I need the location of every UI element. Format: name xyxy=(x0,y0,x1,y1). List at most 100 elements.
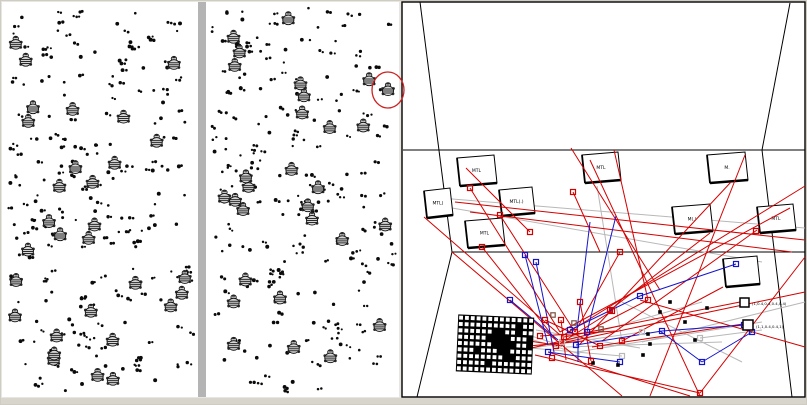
node-square[interactable] xyxy=(752,227,760,235)
agent-sprite[interactable] xyxy=(52,178,67,193)
node-square[interactable] xyxy=(583,328,591,336)
node-square[interactable] xyxy=(506,296,514,304)
node-square[interactable] xyxy=(618,352,626,360)
agent-sprite[interactable] xyxy=(295,105,310,120)
node-square[interactable] xyxy=(544,348,552,356)
agent-sprite[interactable] xyxy=(18,52,33,67)
agent-sprite[interactable] xyxy=(128,275,143,290)
agent-sprite[interactable] xyxy=(163,298,178,313)
agent-sprite[interactable] xyxy=(228,192,243,207)
node-square[interactable] xyxy=(571,320,577,326)
agent-sprite[interactable] xyxy=(68,160,83,175)
node-square[interactable] xyxy=(541,316,549,324)
node-square[interactable] xyxy=(569,188,577,196)
agent-sprite[interactable] xyxy=(149,133,164,148)
node-square[interactable] xyxy=(658,327,666,335)
agent-sprite[interactable] xyxy=(42,214,56,228)
panel-box[interactable]: MTL xyxy=(756,203,797,235)
node-square[interactable] xyxy=(696,389,704,397)
panel-box[interactable]: MTL xyxy=(581,151,622,185)
node-square[interactable] xyxy=(566,326,574,334)
agent-sprite[interactable] xyxy=(87,217,102,232)
agent-sprite[interactable] xyxy=(47,346,62,361)
node-square[interactable] xyxy=(548,354,556,362)
node-square[interactable] xyxy=(644,296,652,304)
agent-sprite[interactable] xyxy=(238,272,253,287)
node-square[interactable] xyxy=(536,332,544,340)
agent-sprite[interactable] xyxy=(372,318,387,332)
agent-sprite[interactable] xyxy=(335,232,350,246)
panel-box[interactable]: MTL xyxy=(456,154,498,188)
panel-box[interactable]: M. xyxy=(706,151,749,185)
agent-sprite[interactable] xyxy=(53,227,68,242)
agent-sprite[interactable] xyxy=(90,367,105,382)
agent-sprite[interactable] xyxy=(21,242,35,257)
node-square[interactable] xyxy=(557,316,565,324)
agent-sprite[interactable] xyxy=(8,35,23,50)
panel-box[interactable] xyxy=(722,255,761,289)
agent-sprite[interactable] xyxy=(21,113,36,128)
vector-node[interactable]: (1,1,0.4,0.4,1) xyxy=(742,319,784,331)
agent-sprite[interactable] xyxy=(167,55,181,70)
agent-sprite[interactable] xyxy=(81,230,96,245)
agent-sprite[interactable] xyxy=(227,57,242,72)
node-square[interactable] xyxy=(638,328,646,336)
agent-sprite[interactable] xyxy=(356,118,371,133)
node-square[interactable] xyxy=(576,298,584,306)
agent-sprite[interactable] xyxy=(226,294,241,309)
agent-sprite[interactable] xyxy=(217,189,232,204)
node-square[interactable] xyxy=(698,358,706,366)
panel-box[interactable]: MTL xyxy=(464,217,506,250)
agent-sprite[interactable] xyxy=(293,76,308,91)
agent-sprite[interactable] xyxy=(226,336,241,351)
node-square[interactable] xyxy=(478,243,486,251)
node-square[interactable] xyxy=(606,306,614,314)
node-square[interactable] xyxy=(466,184,474,192)
node-square[interactable] xyxy=(532,258,540,266)
agent-sprite[interactable] xyxy=(226,29,241,44)
node-square[interactable] xyxy=(550,312,556,318)
agent-sprite[interactable] xyxy=(174,285,189,300)
agent-sprite[interactable] xyxy=(85,174,100,189)
agent-sprite[interactable] xyxy=(305,211,319,226)
agent-sprite[interactable] xyxy=(105,332,120,347)
agent-sprite[interactable] xyxy=(311,180,325,195)
agent-sprite[interactable] xyxy=(116,109,131,124)
node-square[interactable] xyxy=(696,334,704,342)
agent-sprite[interactable] xyxy=(323,349,338,364)
node-square[interactable] xyxy=(732,260,740,268)
agent-sprite[interactable] xyxy=(232,44,247,59)
node-square[interactable] xyxy=(616,248,624,256)
node-square[interactable] xyxy=(552,342,560,350)
agent-sprite[interactable] xyxy=(300,198,315,213)
agent-sprite[interactable] xyxy=(281,11,296,26)
agent-sprite[interactable] xyxy=(9,273,23,287)
node-square[interactable] xyxy=(496,211,504,219)
agent-sprite[interactable] xyxy=(83,303,98,318)
node-square[interactable] xyxy=(560,333,568,341)
agent-sprite[interactable] xyxy=(107,155,122,170)
node-square[interactable] xyxy=(616,358,624,366)
node-square[interactable] xyxy=(596,342,604,350)
matrix-grid[interactable] xyxy=(455,314,535,375)
agent-sprite[interactable] xyxy=(106,371,120,386)
agent-sprite[interactable] xyxy=(378,217,393,232)
node-square[interactable] xyxy=(598,326,604,332)
node-square[interactable] xyxy=(636,292,644,300)
node-square[interactable] xyxy=(618,337,626,345)
node-square[interactable] xyxy=(526,228,534,236)
node-square[interactable] xyxy=(587,357,595,365)
node-square[interactable] xyxy=(521,251,529,259)
node-square[interactable] xyxy=(572,341,580,349)
agent-sprite[interactable] xyxy=(177,270,192,284)
agent-sprite[interactable] xyxy=(238,169,253,184)
panel-box[interactable]: MTL(.) xyxy=(498,186,536,218)
agent-sprite[interactable] xyxy=(284,161,299,176)
agent-sprite[interactable] xyxy=(8,308,22,323)
panel-box[interactable]: MTL( xyxy=(423,187,454,220)
agent-sprite[interactable] xyxy=(49,328,64,343)
vector-node[interactable]: (1,0.4,0.4,0.4,0.4) xyxy=(739,297,787,308)
agent-sprite[interactable] xyxy=(381,82,395,97)
agent-sprite[interactable] xyxy=(273,290,287,305)
agent-sprite[interactable] xyxy=(26,100,40,115)
